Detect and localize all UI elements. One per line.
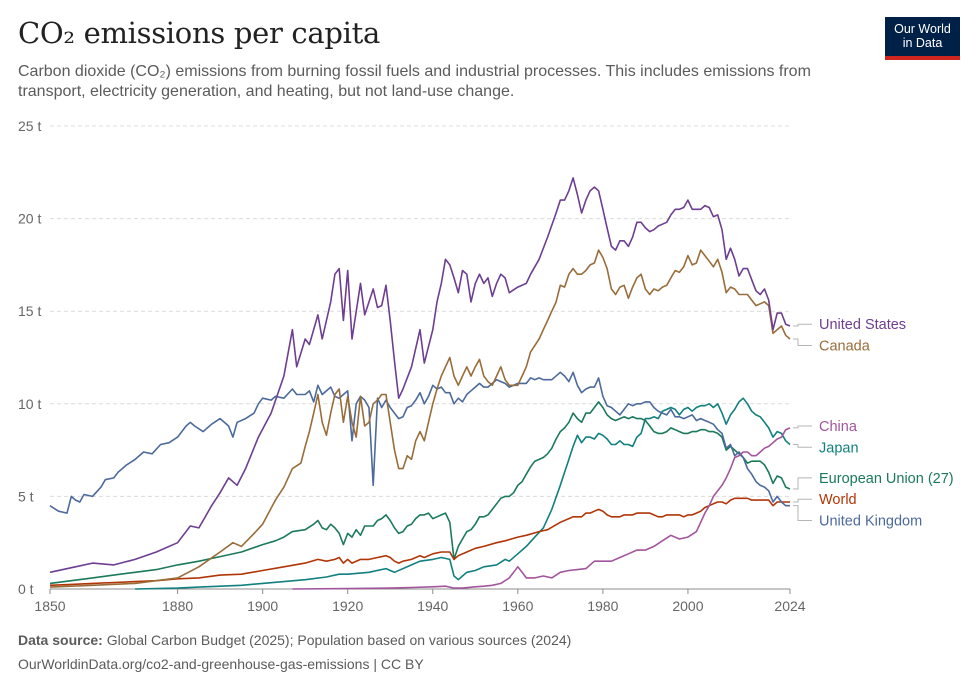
label-connector-japan xyxy=(793,444,812,448)
y-tick-label: 5 t xyxy=(18,488,34,504)
logo-line-2: in Data xyxy=(902,36,943,50)
source-url[interactable]: OurWorldinData.org/co2-and-greenhouse-ga… xyxy=(18,656,424,672)
label-connector-united-states xyxy=(793,323,812,327)
series-line-european-union-27[interactable] xyxy=(49,401,791,585)
series-labels: United States Canada China Japan European Un… xyxy=(793,317,954,529)
series-line-canada[interactable] xyxy=(49,249,791,588)
series-label-canada[interactable]: Canada xyxy=(819,338,871,354)
y-tick-label: 15 t xyxy=(18,303,41,319)
data-source: Data source: Global Carbon Budget (2025)… xyxy=(18,632,571,648)
series-line-united-states[interactable] xyxy=(49,177,791,574)
series-line-united-kingdom[interactable] xyxy=(49,371,790,514)
label-connector-canada xyxy=(793,338,812,346)
x-tick-label: 1880 xyxy=(162,598,193,614)
chart-subtitle: Carbon dioxide (CO₂) emissions from burn… xyxy=(18,63,811,100)
series-label-china[interactable]: China xyxy=(819,419,858,435)
x-tick-label: 1900 xyxy=(247,598,278,614)
x-tick-label: 2000 xyxy=(672,598,703,614)
series-lines xyxy=(49,177,791,590)
label-connector-united-kingdom xyxy=(793,505,812,521)
x-tick-label: 1850 xyxy=(34,598,65,614)
x-tick-label: 2024 xyxy=(774,598,805,614)
y-axis-ticks: 0 t 5 t 10 t 15 t 20 t 25 t xyxy=(18,118,41,597)
series-label-united-kingdom[interactable]: United Kingdom xyxy=(819,513,922,529)
chart-title: CO₂ emissions per capita xyxy=(18,16,380,50)
logo-line-1: Our World xyxy=(894,22,951,36)
series-line-world[interactable] xyxy=(49,497,790,587)
x-tick-label: 1960 xyxy=(502,598,533,614)
y-tick-label: 10 t xyxy=(18,396,41,412)
data-source-text: Global Carbon Budget (2025); Population … xyxy=(106,632,572,648)
y-tick-label: 20 t xyxy=(18,211,41,227)
series-label-world[interactable]: World xyxy=(819,492,857,508)
series-label-united-states[interactable]: United States xyxy=(819,317,906,333)
x-axis: 1850 1880 1900 1920 1940 1960 1980 2000 2024 xyxy=(34,588,806,614)
grid-lines xyxy=(50,125,790,497)
label-connector-european-union-27 xyxy=(793,477,812,490)
x-tick-label: 1980 xyxy=(587,598,618,614)
x-tick-label: 1940 xyxy=(417,598,448,614)
series-line-china[interactable] xyxy=(292,427,791,590)
y-tick-label: 0 t xyxy=(18,581,34,597)
x-tick-label: 1920 xyxy=(332,598,363,614)
label-connector-china xyxy=(793,425,812,429)
series-line-japan[interactable] xyxy=(135,397,791,590)
line-chart: 0 t5 t10 t15 t20 t25 t 1850 1880 1900 1920 1… xyxy=(18,118,954,614)
data-source-label: Data source: xyxy=(18,632,103,648)
series-label-japan[interactable]: Japan xyxy=(819,440,859,456)
owid-logo[interactable]: Our World in Data xyxy=(885,17,960,60)
series-label-european-union-27[interactable]: European Union (27) xyxy=(819,471,954,487)
y-tick-label: 25 t xyxy=(18,118,41,134)
label-connector-world xyxy=(793,498,812,503)
